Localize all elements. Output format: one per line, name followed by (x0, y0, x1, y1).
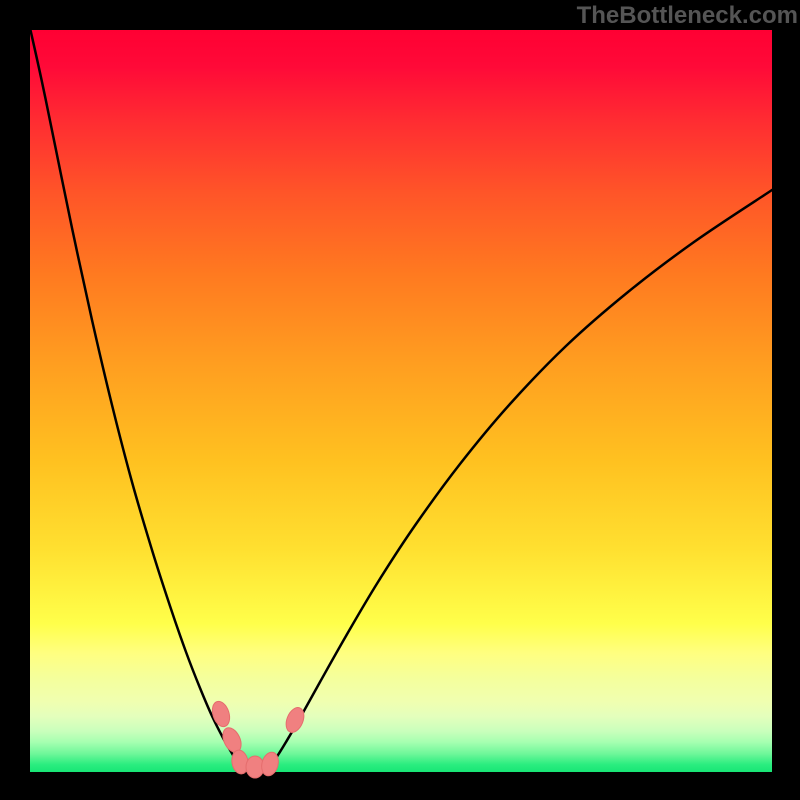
marker-point (209, 699, 232, 729)
watermark-text: TheBottleneck.com (577, 2, 798, 30)
curve-right (270, 190, 772, 766)
chart-root: TheBottleneck.com (0, 0, 800, 800)
curve-left (30, 28, 240, 766)
curve-layer (0, 0, 800, 800)
plot-area (30, 30, 772, 772)
